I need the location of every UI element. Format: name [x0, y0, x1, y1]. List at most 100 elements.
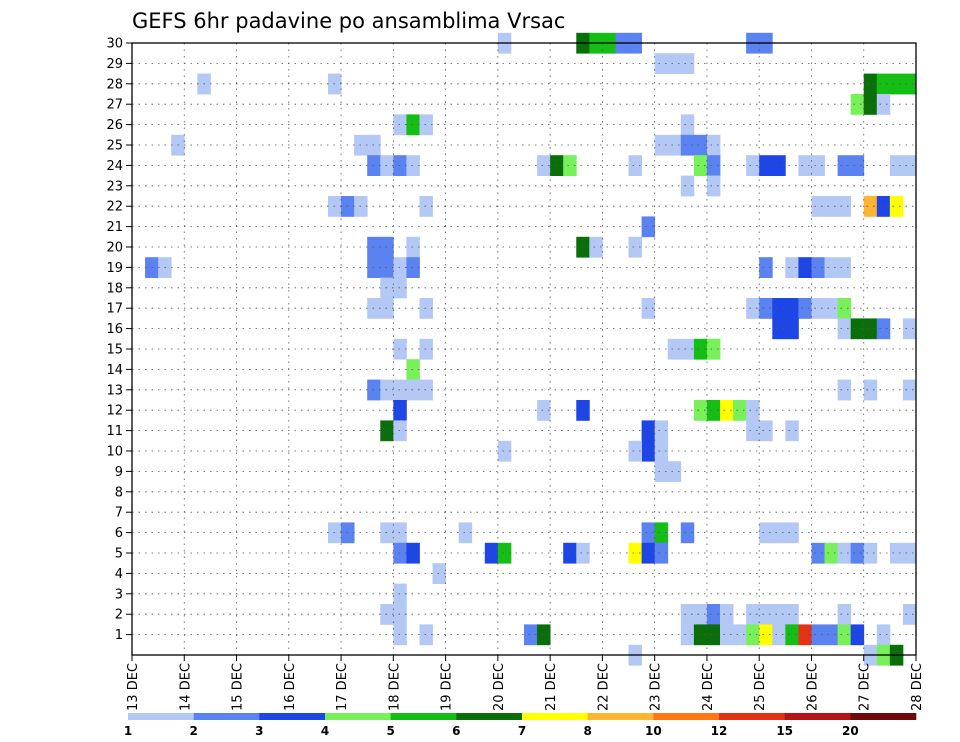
heatmap-cell [759, 604, 773, 625]
x-tick-label: 20 DEC [492, 663, 507, 711]
heatmap-cell [759, 522, 773, 544]
heatmap-cell [837, 298, 852, 319]
colorbar-swatch [522, 713, 588, 720]
heatmap-cells [145, 32, 917, 666]
heatmap-cell [785, 318, 799, 340]
heatmap-cell [419, 114, 433, 136]
heatmap-cell [798, 257, 812, 278]
heatmap-cell [902, 155, 917, 176]
heatmap-cell [693, 604, 708, 625]
heatmap-cell [850, 94, 865, 115]
heatmap-cell [693, 624, 708, 646]
heatmap-cell [706, 400, 721, 421]
heatmap-cell [746, 400, 760, 421]
heatmap-cell [406, 379, 420, 401]
heatmap-cell [563, 542, 577, 564]
heatmap-cell [798, 155, 812, 176]
heatmap-cell [380, 379, 394, 401]
heatmap-cell [811, 155, 825, 176]
heatmap-cell [720, 400, 734, 421]
heatmap-cell [641, 522, 656, 544]
heatmap-cell [706, 175, 721, 197]
heatmap-cell [772, 604, 786, 625]
heatmap-cell [693, 338, 708, 360]
colorbar-label: 6 [452, 724, 460, 738]
x-tick-label: 27 DEC [858, 663, 873, 711]
heatmap-cell [393, 624, 407, 646]
heatmap-cell [380, 604, 394, 625]
heatmap-cell [680, 522, 695, 544]
heatmap-cell [680, 53, 695, 74]
x-tick-label: 18 DEC [387, 663, 402, 711]
y-tick-label: 26 [106, 118, 123, 133]
y-tick-label: 13 [106, 383, 123, 398]
heatmap-cell [746, 604, 760, 625]
y-tick-label: 4 [115, 567, 123, 582]
heatmap-cell [733, 624, 747, 646]
y-tick-label: 10 [106, 445, 123, 460]
heatmap-cell [406, 257, 420, 278]
heatmap-cell [889, 196, 904, 217]
y-tick-label: 25 [106, 139, 123, 154]
x-tick-label: 13 DEC [126, 663, 141, 711]
heatmap-cell [654, 542, 669, 564]
colorbar-label: 20 [842, 724, 859, 738]
heatmap-cell [902, 318, 917, 340]
heatmap-cell [811, 196, 825, 217]
heatmap-cell [824, 624, 838, 646]
heatmap-cell [824, 298, 838, 319]
y-tick-label: 12 [106, 404, 123, 419]
heatmap-cell [419, 196, 433, 217]
heatmap-cell [393, 277, 407, 299]
colorbar-label: 10 [645, 724, 662, 738]
heatmap-cell [654, 420, 669, 442]
heatmap-cell [863, 379, 878, 401]
heatmap-cell [654, 461, 669, 482]
y-tick-label: 17 [106, 302, 123, 317]
grid-lines [131, 43, 917, 655]
heatmap-cell [393, 379, 407, 401]
heatmap-cell [393, 604, 407, 625]
y-tick-label: 20 [106, 241, 123, 256]
heatmap-cell [772, 298, 786, 319]
colorbar-label: 4 [321, 724, 329, 738]
heatmap-cell [641, 420, 656, 442]
heatmap-cell [484, 542, 499, 564]
y-tick-label: 11 [106, 424, 123, 439]
y-tick-label: 15 [106, 343, 123, 358]
x-tick-label: 22 DEC [596, 663, 611, 711]
heatmap-cell [693, 155, 708, 176]
colorbar-label: 12 [711, 724, 728, 738]
heatmap-cell [419, 298, 433, 319]
colorbar-swatch [325, 713, 391, 720]
heatmap-cell [406, 542, 420, 564]
heatmap-cell [393, 257, 407, 278]
heatmap-cell [693, 134, 708, 156]
heatmap-cell [393, 400, 407, 421]
heatmap-cell [759, 624, 773, 646]
heatmap-cell [863, 94, 878, 115]
x-tick-label: 28 DEC [910, 663, 925, 711]
heatmap-cell [641, 440, 656, 462]
heatmap-cell [759, 257, 773, 278]
colorbar-swatch [128, 713, 194, 720]
colorbar-swatch [390, 713, 457, 720]
heatmap-cell [706, 338, 721, 360]
heatmap-cell [550, 155, 564, 176]
x-tick-label: 15 DEC [231, 663, 246, 711]
heatmap-cell [759, 298, 773, 319]
heatmap-cell [432, 563, 446, 584]
heatmap-cell [720, 604, 734, 625]
heatmap-cell [863, 196, 878, 217]
heatmap-cell [641, 216, 656, 238]
heatmap-cell [667, 461, 682, 482]
heatmap-cell [380, 522, 394, 544]
heatmap-cell [785, 522, 799, 544]
x-tick-label: 21 DEC [544, 663, 559, 711]
chart-title: GEFS 6hr padavine po ansamblima Vrsac [132, 9, 565, 33]
plot-frame [131, 42, 917, 656]
y-axis-ticks: 1234567891011121314151617181920212223242… [106, 37, 132, 643]
heatmap-cell [824, 196, 838, 217]
heatmap-cell [524, 624, 538, 646]
heatmap-cell [850, 624, 865, 646]
